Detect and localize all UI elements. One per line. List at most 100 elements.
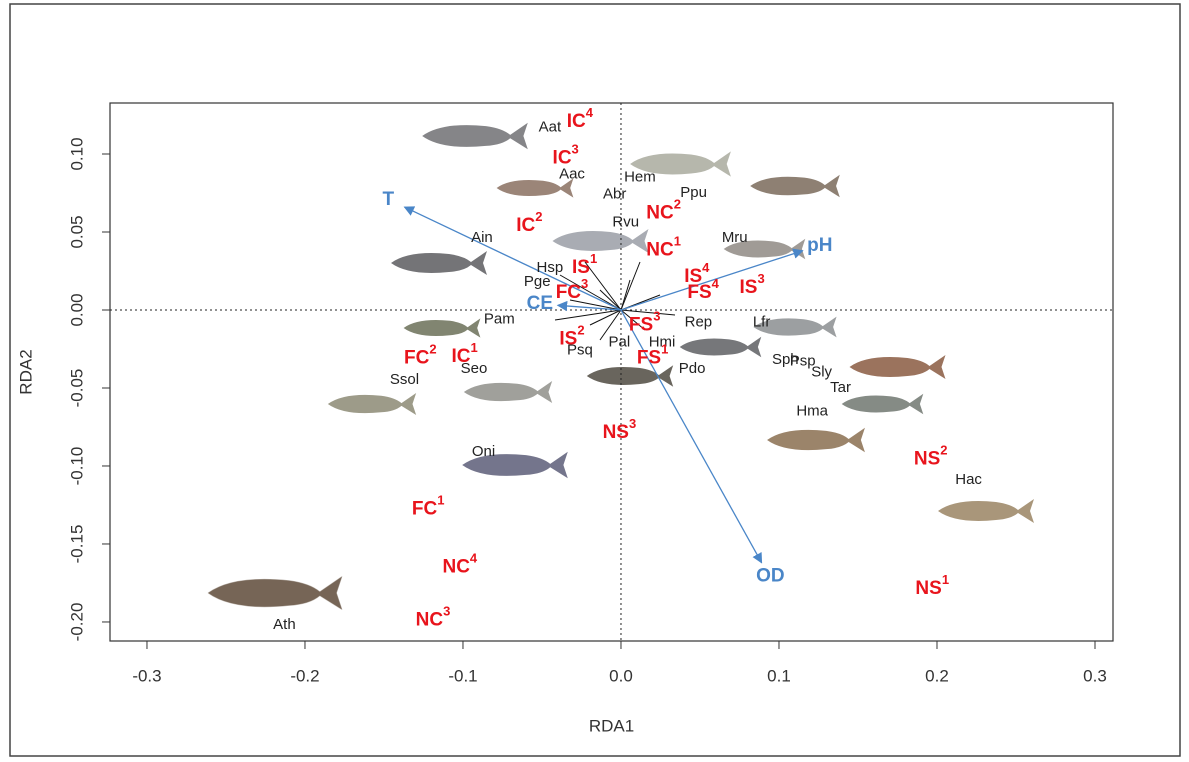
species-label: Pdo [679, 360, 706, 377]
site-name: FC [404, 347, 430, 368]
site-label: NS2 [914, 443, 948, 470]
site-label: NS1 [915, 573, 949, 600]
site-name: IS [559, 329, 577, 350]
species-lines [554, 261, 676, 341]
species-label: Sly [811, 363, 832, 380]
site-label: NS3 [603, 417, 637, 444]
site-label: IC1 [451, 340, 477, 367]
species-label: Oni [472, 443, 495, 460]
plot-box [109, 102, 1114, 642]
site-sup: 3 [653, 309, 660, 324]
env-vector [403, 206, 622, 311]
species-label: Psp [790, 352, 816, 369]
x-axis-label: RDA1 [589, 716, 634, 735]
species-label: Psq [567, 342, 593, 359]
site-sup: 2 [940, 443, 947, 458]
site-sup: 1 [674, 234, 681, 249]
site-name: NS [603, 422, 629, 443]
x-tick-label: -0.2 [290, 666, 319, 685]
site-name: FC [412, 499, 438, 520]
site-name: IC [516, 215, 535, 236]
site-sup: 2 [429, 342, 436, 357]
site-sup: 1 [942, 573, 949, 588]
species-label: Sph [772, 351, 799, 368]
site-label: IS2 [559, 323, 584, 350]
y-tick-label: 0.00 [67, 293, 86, 326]
species-label: Hsp [537, 259, 564, 276]
x-tick-label: 0.1 [767, 666, 791, 685]
site-label: NC3 [416, 604, 451, 631]
site-name: FS [637, 347, 661, 368]
site-name: IS [740, 277, 758, 298]
species-label: Abr [603, 186, 626, 203]
site-sup: 3 [572, 142, 579, 157]
env-vector [620, 309, 763, 564]
species-label: Ath [273, 616, 296, 633]
x-tick-label: -0.1 [448, 666, 477, 685]
site-label: NC2 [646, 197, 681, 224]
site-name: NC [442, 556, 470, 577]
species-label: Pal [609, 334, 631, 351]
env-vector-label: CE [527, 293, 553, 314]
site-name: NS [914, 449, 940, 470]
site-label: IS3 [740, 272, 765, 299]
site-sup: 2 [674, 197, 681, 212]
env-vector [556, 300, 622, 312]
site-label: FC1 [412, 493, 445, 520]
site-name: IC [451, 346, 470, 367]
site-name: NS [915, 578, 941, 599]
species-label: Pge [524, 273, 551, 290]
species-label: Seo [461, 360, 488, 377]
species-label: Ppu [680, 184, 707, 201]
site-label: IC3 [553, 142, 579, 169]
site-label: IC4 [567, 105, 594, 132]
env-vector-label: pH [807, 235, 832, 256]
site-label: FS4 [687, 276, 719, 303]
site-sup: 4 [470, 551, 478, 566]
site-sup: 1 [661, 342, 668, 357]
y-tick-label: -0.20 [67, 603, 86, 642]
site-sup: 2 [535, 209, 542, 224]
site-name: IC [567, 111, 586, 132]
species-label: Hac [955, 471, 982, 488]
species-label: Ain [471, 229, 493, 246]
site-sup: 4 [712, 276, 720, 291]
x-tick-label: -0.3 [132, 666, 161, 685]
species-label: Rep [685, 313, 713, 330]
y-tick-label: -0.05 [67, 369, 86, 408]
x-tick-label: 0.0 [609, 666, 633, 685]
site-label: IC2 [516, 209, 542, 236]
species-label: Hma [796, 402, 828, 419]
y-tick-label: 0.05 [67, 215, 86, 248]
env-vector-label: T [382, 189, 394, 210]
species-label: Hem [624, 168, 656, 185]
species-label: Aac [559, 165, 585, 182]
site-name: FS [629, 315, 653, 336]
env-vector [620, 248, 804, 311]
species-label: Mru [722, 229, 748, 246]
species-label: Lfr [753, 313, 771, 330]
site-sup: 3 [443, 604, 450, 619]
site-label: NC1 [646, 234, 681, 261]
site-label: IS1 [572, 251, 597, 278]
site-name: FS [687, 282, 711, 303]
species-label: Aat [539, 118, 562, 135]
species-label: Rvu [612, 214, 639, 231]
site-name: NC [416, 609, 444, 630]
site-sup: 3 [757, 272, 764, 287]
site-name: FC [556, 282, 582, 303]
site-sup: 1 [590, 251, 597, 266]
species-label: Pam [484, 310, 515, 327]
site-label: FS1 [637, 342, 669, 369]
site-sup: 4 [702, 261, 710, 276]
site-sup: 4 [586, 105, 594, 120]
y-axis-label: RDA2 [16, 349, 35, 394]
x-tick-label: 0.2 [925, 666, 949, 685]
site-name: IC [553, 148, 572, 169]
site-label: FS3 [629, 309, 661, 336]
species-label: Tar [830, 379, 851, 396]
site-name: IS [684, 266, 702, 287]
site-label: FC2 [404, 342, 437, 369]
